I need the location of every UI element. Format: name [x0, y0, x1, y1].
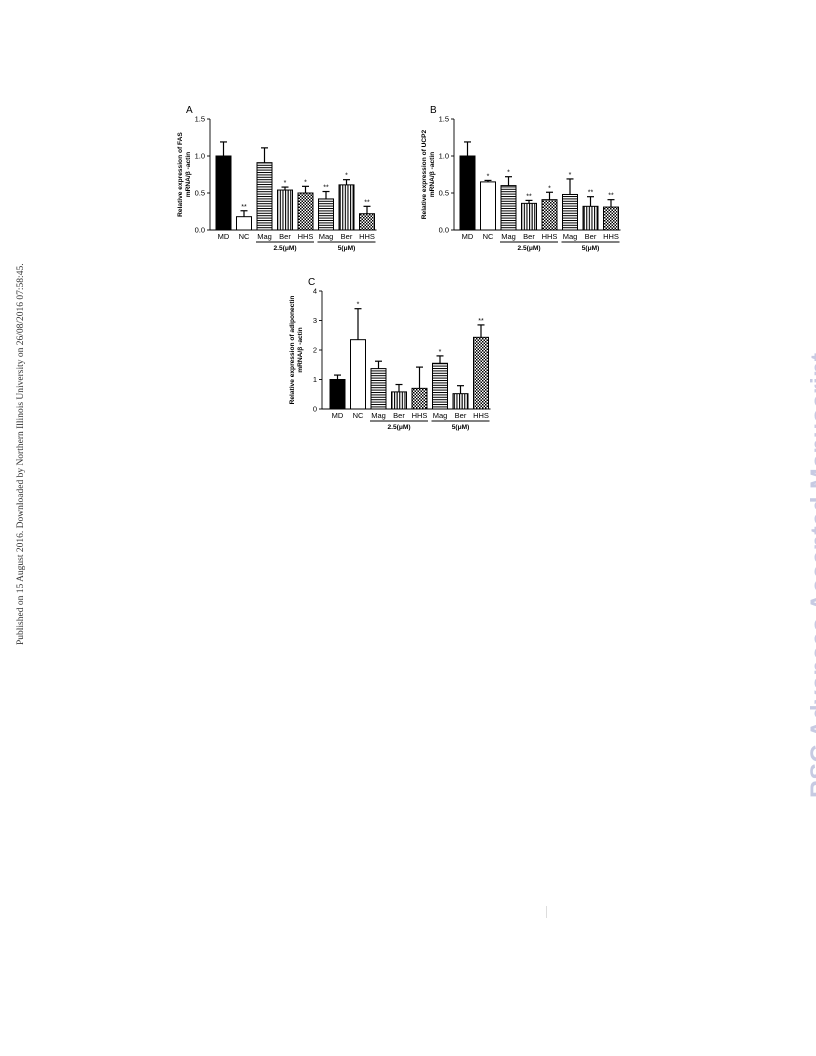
x-tick-label: Ber — [455, 411, 467, 420]
panel-letter: B — [430, 105, 437, 116]
chart-panel-c: C Relative expression of adiponectin mRNA/… — [289, 277, 491, 431]
chart-panel-a: A Relative expression of FAS mRNA/β -actin… — [177, 105, 377, 252]
x-tick-label: HHS — [603, 232, 619, 241]
y-axis-label-unit: mRNA/β -actin — [185, 152, 192, 197]
x-tick-label: Mag — [371, 411, 386, 420]
x-tick-label: Mag — [501, 232, 516, 241]
y-tick-label: 0.5 — [195, 189, 205, 198]
bar-mag-5 — [318, 198, 334, 231]
bar-mag-5 — [432, 362, 448, 410]
bar-nc-1 — [236, 216, 252, 231]
significance-mark: ** — [323, 185, 329, 192]
bar-nc-1 — [350, 339, 366, 410]
x-tick-label: NC — [239, 232, 250, 241]
x-tick-label: MD — [218, 232, 230, 241]
significance-mark: ** — [608, 193, 614, 200]
bar-md-0 — [329, 379, 346, 410]
x-tick-label: Ber — [585, 232, 597, 241]
x-tick-label: Ber — [279, 232, 291, 241]
y-tick-label: 3 — [313, 316, 317, 325]
x-tick-label: Ber — [341, 232, 353, 241]
page-mark — [546, 906, 547, 918]
bar-mag-5 — [562, 193, 578, 231]
group-label: 5(μM) — [452, 424, 470, 431]
bar-hhs-7 — [359, 213, 375, 231]
bar-hhs-4 — [297, 192, 314, 231]
bar-ber-6 — [452, 393, 469, 410]
significance-mark: * — [569, 172, 572, 179]
bar-ber-6 — [338, 184, 355, 231]
chart-panel-b: B Relative expression of UCP2 mRNA/β -acti… — [421, 105, 621, 252]
significance-mark: * — [345, 173, 348, 180]
y-tick-label: 4 — [313, 287, 317, 296]
y-tick-label: 0.5 — [439, 189, 449, 198]
bar-hhs-7 — [473, 336, 489, 410]
y-axis-label: Relative expression of UCP2 — [421, 129, 428, 219]
bar-hhs-4 — [411, 387, 428, 410]
publication-note: Published on 15 August 2016. Downloaded … — [16, 263, 26, 645]
significance-mark: * — [439, 349, 442, 356]
significance-mark: * — [548, 185, 551, 192]
bar-hhs-7 — [603, 206, 619, 231]
x-tick-label: Ber — [523, 232, 535, 241]
bar-ber-6 — [582, 205, 599, 231]
group-label: 5(μM) — [338, 245, 356, 252]
group-label: 2.5(μM) — [517, 245, 540, 252]
bar-md-0 — [459, 155, 476, 231]
bar-mag-2 — [370, 368, 387, 410]
bar-ber-3 — [391, 391, 407, 410]
y-tick-label: 1.0 — [195, 152, 205, 161]
y-tick-label: 0 — [313, 405, 317, 414]
x-tick-label: HHS — [298, 232, 314, 241]
accepted-manuscript-watermark: RSC Advances Accepted Manuscript — [806, 352, 816, 798]
bar-mag-2 — [500, 185, 517, 231]
group-label: 5(μM) — [582, 245, 600, 252]
panel-letter: C — [308, 277, 315, 288]
significance-mark: * — [357, 302, 360, 309]
x-tick-label: Mag — [563, 232, 578, 241]
bar-nc-1 — [480, 181, 496, 231]
group-label: 2.5(μM) — [387, 424, 410, 431]
y-axis-label-unit: mRNA/β -actin — [297, 327, 304, 372]
bar-hhs-4 — [541, 199, 558, 231]
x-tick-label: NC — [483, 232, 494, 241]
significance-mark: * — [507, 170, 510, 177]
y-tick-label: 0.0 — [439, 226, 449, 235]
significance-mark: ** — [364, 199, 370, 206]
y-tick-label: 1.5 — [439, 115, 449, 124]
x-tick-label: HHS — [473, 411, 489, 420]
x-tick-label: MD — [332, 411, 344, 420]
bar-ber-3 — [277, 189, 293, 231]
significance-mark: * — [304, 179, 307, 186]
significance-mark: ** — [241, 204, 247, 211]
y-tick-label: 1.5 — [195, 115, 205, 124]
significance-mark: ** — [526, 193, 532, 200]
y-tick-label: 2 — [313, 346, 317, 355]
x-tick-label: MD — [462, 232, 474, 241]
x-tick-label: Mag — [433, 411, 448, 420]
significance-mark: * — [487, 173, 490, 180]
group-label: 2.5(μM) — [273, 245, 296, 252]
bar-md-0 — [215, 155, 232, 231]
significance-mark: * — [284, 180, 287, 187]
y-axis-label-unit: mRNA/β -actin — [429, 152, 436, 197]
x-tick-label: Mag — [257, 232, 272, 241]
x-tick-label: Ber — [393, 411, 405, 420]
x-tick-label: HHS — [542, 232, 558, 241]
y-tick-label: 0.0 — [195, 226, 205, 235]
x-tick-label: NC — [353, 411, 364, 420]
y-tick-label: 1 — [313, 375, 317, 384]
bar-ber-3 — [521, 202, 537, 231]
y-axis-label: Relative expression of FAS — [177, 132, 184, 217]
x-tick-label: HHS — [359, 232, 375, 241]
significance-mark: ** — [478, 318, 484, 325]
panel-letter: A — [186, 105, 193, 116]
y-axis-label: Relative expression of adiponectin — [289, 296, 296, 405]
y-tick-label: 1.0 — [439, 152, 449, 161]
significance-mark: ** — [588, 190, 594, 197]
x-tick-label: Mag — [319, 232, 334, 241]
bar-mag-2 — [256, 162, 273, 231]
x-tick-label: HHS — [412, 411, 428, 420]
